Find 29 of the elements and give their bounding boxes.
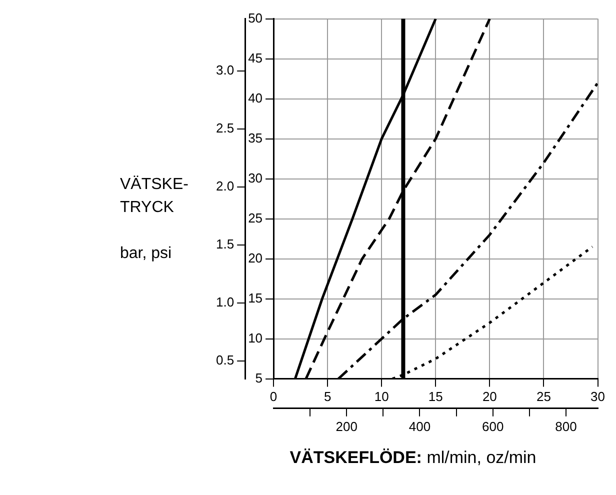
x2-tick-label: 400 xyxy=(408,418,431,434)
x2-tick-label: 800 xyxy=(555,418,577,434)
x-tick-label: 5 xyxy=(324,389,332,404)
y-tick-label: 20 xyxy=(248,250,263,266)
y2-tick-label: 0.5 xyxy=(216,352,234,368)
x2-tick-label: 600 xyxy=(482,418,504,434)
y-tick-label: 50 xyxy=(248,10,263,26)
x-tick-label: 15 xyxy=(428,389,443,404)
y2-tick-label: 1.5 xyxy=(216,236,234,252)
y-tick-label: 10 xyxy=(248,330,263,346)
y-tick-label: 5 xyxy=(255,370,263,386)
x-tick-label: 25 xyxy=(536,389,551,404)
y2-tick-label: 2.5 xyxy=(216,120,234,136)
y2-tick-label: 1.0 xyxy=(216,294,234,310)
y-tick-label: 25 xyxy=(248,210,263,226)
y-tick-label: 30 xyxy=(248,170,263,186)
y2-tick-label: 2.0 xyxy=(216,178,234,194)
y2-tick-label: 3.0 xyxy=(216,62,234,78)
x-tick-label: 20 xyxy=(482,389,497,404)
x-tick-label: 10 xyxy=(374,389,389,404)
x-tick-label: 0 xyxy=(270,389,278,404)
x2-tick-label: 200 xyxy=(336,418,358,434)
y-tick-label: 45 xyxy=(248,50,263,66)
y-tick-label: 40 xyxy=(248,90,263,106)
y-tick-label: 35 xyxy=(248,130,263,146)
y-tick-label: 15 xyxy=(248,290,263,306)
text: VÄTSKE- TRYCK bar, psi xyxy=(120,176,188,262)
x-axis-title: VÄTSKEFLÖDE: ml/min, oz/min xyxy=(288,448,538,468)
x-tick-label: 30 xyxy=(590,389,606,404)
